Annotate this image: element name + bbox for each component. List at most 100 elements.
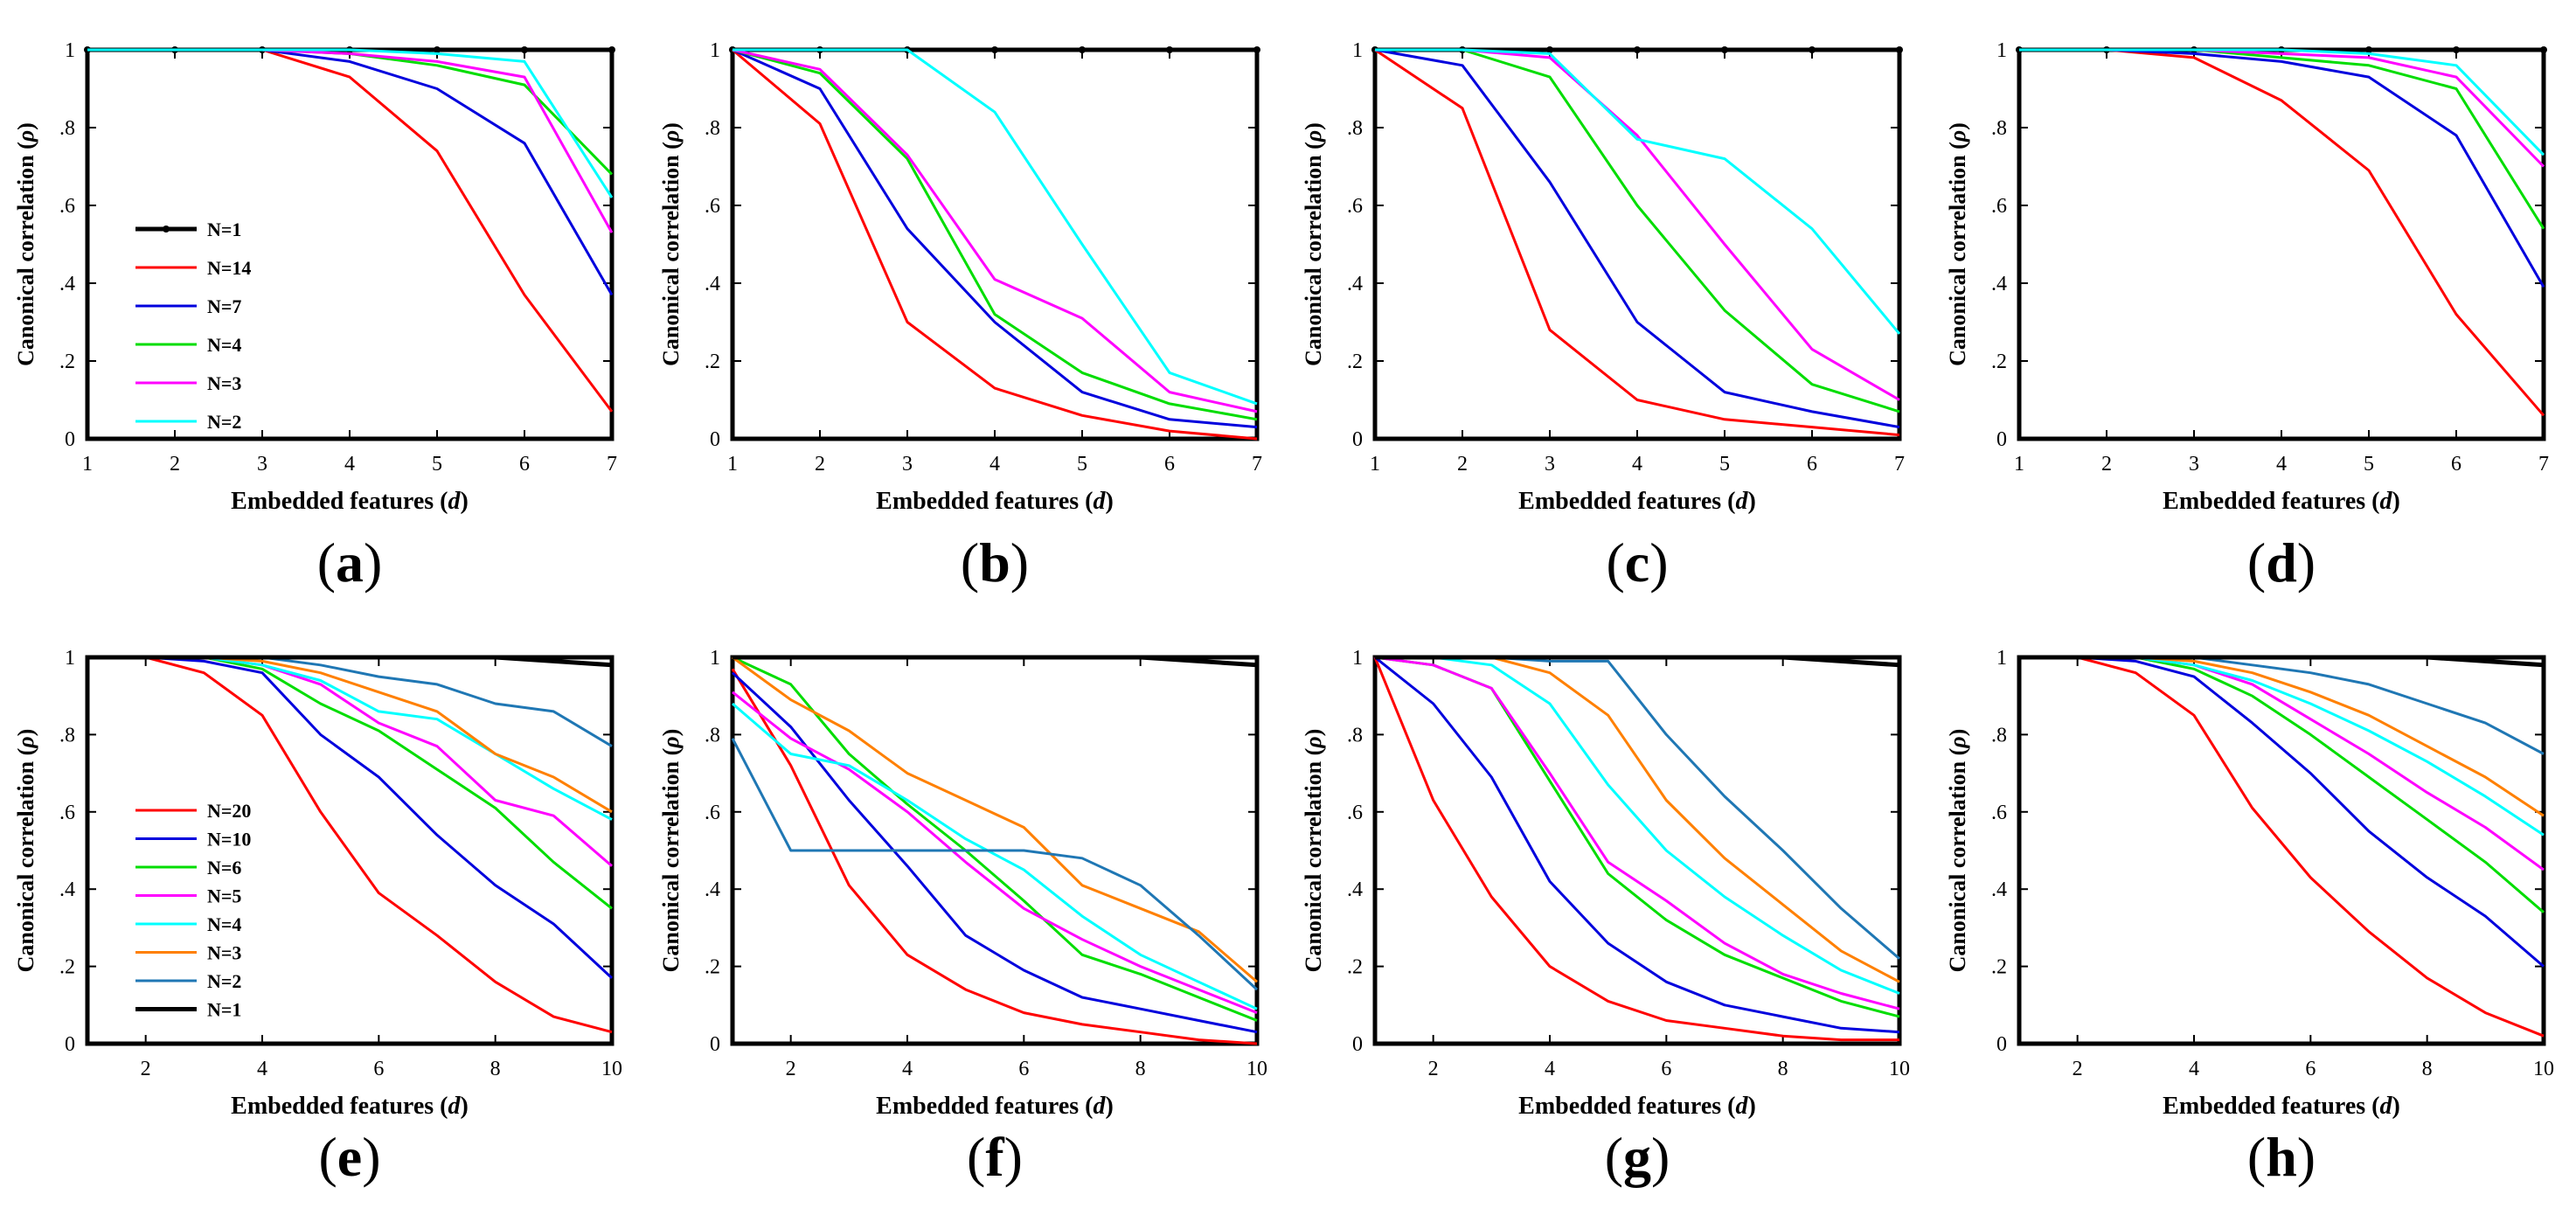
y-tick-label: .8: [59, 117, 75, 140]
series-line-n-7: [87, 48, 614, 296]
series-marker-n-1: [1896, 46, 1903, 53]
series-line-n-4: [732, 48, 1258, 421]
series-line-n-5: [2019, 656, 2545, 871]
y-tick-label: .4: [1991, 878, 2007, 901]
x-axis-label-text: Embedded features (: [1518, 488, 1735, 515]
x-axis-label: Embedded features (d): [231, 488, 469, 515]
panel-label-open: (: [2247, 531, 2266, 594]
series-marker-n-1: [608, 46, 615, 53]
series-line-n-3: [87, 656, 613, 814]
y-tick-label: .4: [705, 878, 720, 901]
y-tick-label: .8: [1347, 117, 1363, 140]
series-line-n-10: [1374, 656, 1900, 1034]
y-axis-label: Canonical correlation (ρ): [1945, 122, 1970, 366]
panel-label-close: ): [1651, 1126, 1670, 1188]
series-line-n-10: [2019, 656, 2545, 968]
y-tick-label: .2: [59, 351, 75, 373]
x-tick-label: 10: [1246, 1058, 1267, 1080]
panel-label-close: ): [364, 531, 382, 594]
x-axis-label-variable: d: [1094, 488, 1107, 515]
y-tick-label: .8: [705, 724, 720, 746]
y-tick-label: 1: [1352, 39, 1363, 62]
series-line-n-4: [1375, 48, 1900, 413]
x-tick-label: 6: [519, 453, 530, 476]
x-tick-label: 10: [2533, 1058, 2554, 1080]
series-line-n-1: [733, 655, 1258, 668]
legend-label: N=3: [207, 372, 241, 394]
x-axis-label-paren: ): [1748, 1093, 1756, 1120]
y-tick-label: .6: [1347, 195, 1363, 218]
plot-frame: [85, 47, 614, 441]
x-tick-label: 7: [1252, 453, 1262, 476]
y-tick-label: .2: [1991, 351, 2007, 373]
series-line-n-3: [732, 48, 1258, 413]
panel-label-close: ): [1010, 531, 1029, 594]
series-marker-n-1: [1721, 46, 1728, 53]
x-axis-label-text: Embedded features (: [231, 488, 448, 515]
y-tick-label: .2: [705, 956, 720, 979]
panel-label-open: (: [1605, 1126, 1623, 1188]
y-axis-label-text: Canonical correlation (: [13, 142, 38, 366]
series-line-n-2: [87, 656, 613, 747]
panel-label-open: (: [961, 531, 979, 594]
legend-label: N=5: [207, 885, 241, 907]
y-axis-label-paren: ): [13, 729, 38, 737]
y-axis-label-variable: ρ: [1945, 736, 1970, 748]
x-tick-label: 5: [1077, 453, 1087, 476]
y-axis-label: Canonical correlation (ρ): [13, 729, 38, 973]
x-tick-label: 3: [2189, 453, 2199, 476]
x-tick-label: 4: [2276, 453, 2287, 476]
y-axis-label-paren: ): [658, 122, 684, 130]
series-line-n-2: [87, 48, 614, 198]
y-tick-label: .8: [1991, 724, 2007, 746]
x-tick-label: 3: [902, 453, 913, 476]
x-axis-label-paren: ): [1106, 1093, 1114, 1120]
series-marker-n-1: [1079, 46, 1086, 53]
y-tick-label: .2: [705, 351, 720, 373]
series-line-n-10: [87, 656, 614, 979]
x-tick-label: 8: [1778, 1058, 1788, 1080]
x-axis-label-paren: ): [2392, 488, 2400, 515]
x-tick-label: 4: [989, 453, 1000, 476]
series-line-n-5: [732, 691, 1258, 1014]
y-axis-label-variable: ρ: [1301, 736, 1326, 748]
panel-label: (h): [2247, 1126, 2316, 1188]
y-axis-label-text: Canonical correlation (: [1945, 142, 1970, 366]
panel-label-open: (: [317, 531, 336, 594]
series-line-n-2: [733, 48, 1258, 406]
panel-label: (b): [961, 531, 1029, 594]
y-tick-label: .4: [1991, 273, 2007, 295]
series-line-n-1: [87, 655, 613, 668]
y-axis-label-variable: ρ: [1945, 130, 1970, 142]
legend-label: N=20: [207, 800, 251, 822]
x-axis-label-paren: ): [2392, 1093, 2400, 1120]
x-tick-label: 1: [82, 453, 93, 476]
series-line-n-14: [732, 48, 1258, 441]
y-axis-label-paren: ): [1301, 122, 1326, 130]
series-line-n-1: [2019, 655, 2545, 668]
series-marker-n-1: [2453, 46, 2460, 53]
series-line-n-5: [1374, 656, 1900, 1010]
panel-label-close: ): [2297, 531, 2316, 594]
x-axis-label: Embedded features (d): [876, 1093, 1114, 1120]
y-axis-label: Canonical correlation (ρ): [658, 729, 684, 973]
y-tick-label: .6: [1991, 195, 2007, 218]
series-line-n-10: [731, 671, 1258, 1034]
y-axis-label-variable: ρ: [1301, 130, 1326, 142]
y-tick-label: .8: [1347, 724, 1363, 746]
x-tick-label: 2: [2073, 1058, 2083, 1080]
y-axis-label-paren: ): [1945, 122, 1970, 130]
x-tick-label: 5: [2364, 453, 2374, 476]
y-tick-label: 0: [710, 1033, 720, 1056]
y-axis-label-variable: ρ: [658, 736, 684, 748]
y-axis-label: Canonical correlation (ρ): [1301, 729, 1326, 973]
x-tick-label: 4: [1632, 453, 1642, 476]
series-line-n-7: [732, 48, 1258, 429]
x-axis-label: Embedded features (d): [2163, 488, 2400, 515]
y-axis-label-paren: ): [1301, 729, 1326, 737]
x-tick-label: 4: [902, 1058, 913, 1080]
